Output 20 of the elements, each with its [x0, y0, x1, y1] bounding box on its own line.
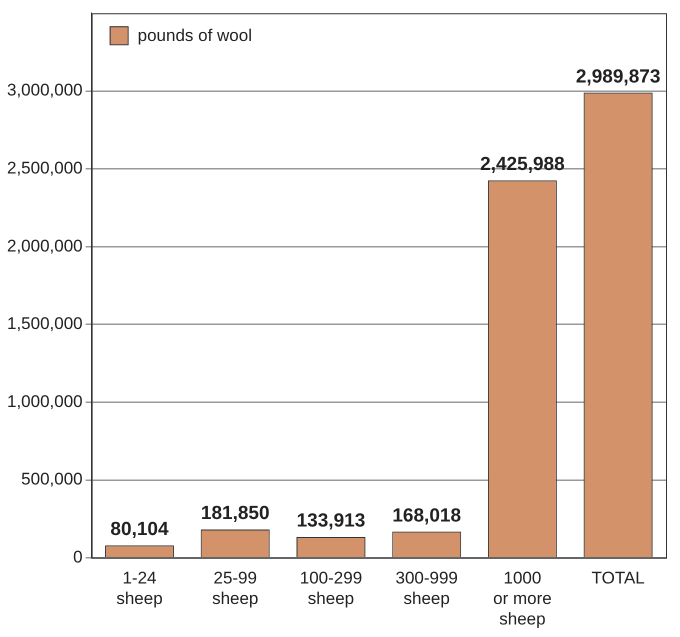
y-tick-label: 1,000,000	[6, 392, 83, 411]
data-label: 80,104	[110, 519, 169, 540]
y-tick-label: 2,000,000	[6, 236, 83, 256]
x-tick-label: 100-299 sheep	[300, 568, 362, 608]
x-tick-label: 1-24 sheep	[116, 568, 163, 608]
y-tick-label: 2,500,000	[6, 158, 83, 178]
y-tick-label: 0	[73, 547, 83, 566]
data-label: 168,018	[392, 505, 462, 526]
data-label: 133,913	[296, 510, 366, 532]
x-tick-label: 300-999 sheep	[395, 568, 458, 608]
data-label: 181,850	[200, 503, 270, 524]
x-tick-label: 25-99 sheep	[212, 568, 258, 608]
data-label: 2,989,873	[576, 66, 660, 88]
y-tick-label: 500,000	[21, 470, 83, 489]
x-tick-label: 1000 or more sheep	[493, 568, 552, 628]
legend-label: pounds of wool	[138, 26, 252, 45]
data-label: 2,425,988	[480, 154, 565, 176]
y-tick-label: 1,500,000	[6, 314, 83, 334]
x-tick-label: TOTAL	[592, 568, 645, 588]
y-tick-label: 3,000,000	[6, 80, 83, 100]
